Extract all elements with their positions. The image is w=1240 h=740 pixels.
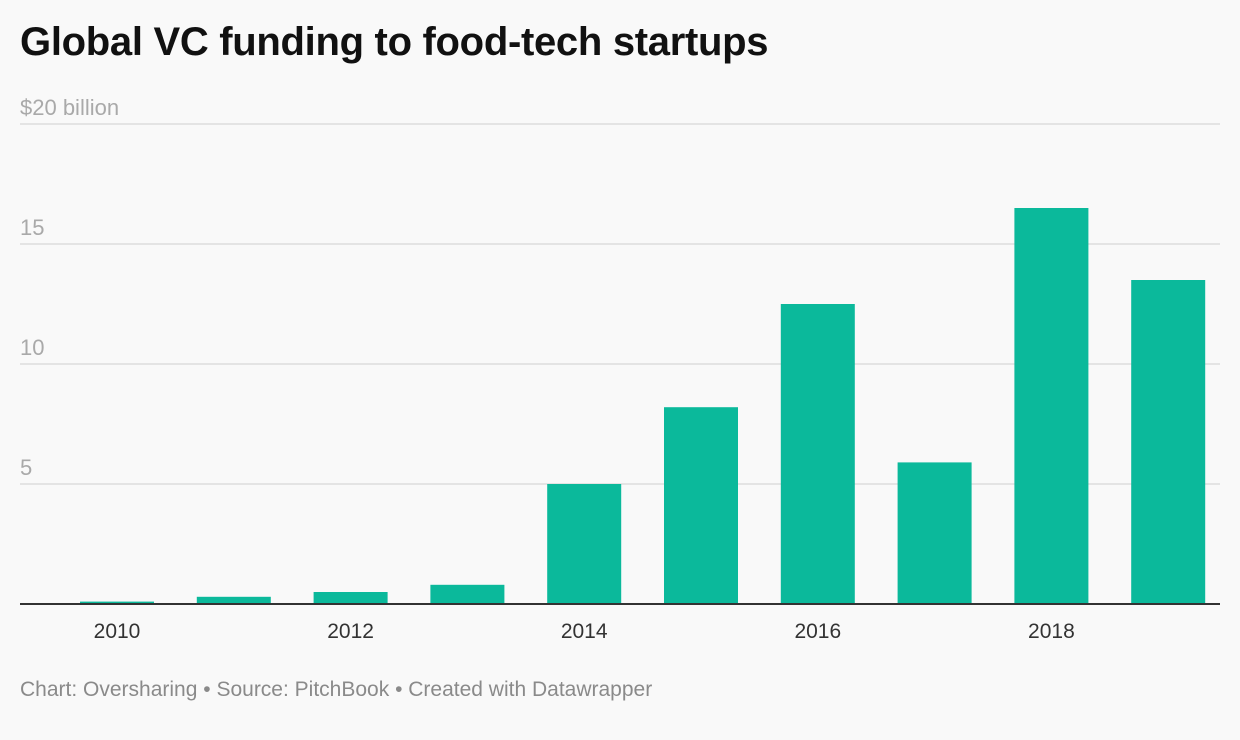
bar-2019 bbox=[1131, 280, 1206, 604]
footer-separator: • bbox=[395, 678, 403, 701]
bar-2018 bbox=[1014, 208, 1089, 604]
bar-2016 bbox=[780, 304, 855, 604]
x-tick-label: 2014 bbox=[561, 620, 608, 643]
y-tick-label: $20 billion bbox=[20, 95, 119, 120]
gridlines: $20 billion 15 10 5 bbox=[20, 95, 1220, 485]
x-tick-label: 2012 bbox=[327, 620, 374, 643]
x-tick-label: 2016 bbox=[794, 620, 841, 643]
y-tick-label: 5 bbox=[20, 455, 32, 480]
y-tick-label: 15 bbox=[20, 215, 44, 240]
chart-footer: Chart: Oversharing • Source: PitchBook •… bbox=[20, 678, 652, 702]
bar-2013 bbox=[430, 584, 505, 604]
x-tick-label: 2010 bbox=[94, 620, 141, 643]
bar-2011 bbox=[196, 596, 271, 604]
bar-2010 bbox=[80, 601, 154, 604]
bars bbox=[80, 208, 1206, 604]
chart-credit: Chart: Oversharing bbox=[20, 678, 198, 701]
y-tick-label: 10 bbox=[20, 335, 44, 360]
footer-separator: • bbox=[203, 678, 211, 701]
chart-title: Global VC funding to food-tech startups bbox=[20, 20, 769, 64]
chart-tool-credit: Created with Datawrapper bbox=[408, 678, 653, 701]
x-tick-label: 2018 bbox=[1028, 620, 1075, 643]
bar-2015 bbox=[664, 407, 738, 604]
bar-2017 bbox=[897, 462, 972, 604]
x-axis: 2010 2012 2014 2016 2018 bbox=[20, 603, 1220, 643]
bar-2012 bbox=[313, 592, 388, 604]
bar-2014 bbox=[547, 484, 622, 604]
chart-source: Source: PitchBook bbox=[216, 678, 390, 701]
